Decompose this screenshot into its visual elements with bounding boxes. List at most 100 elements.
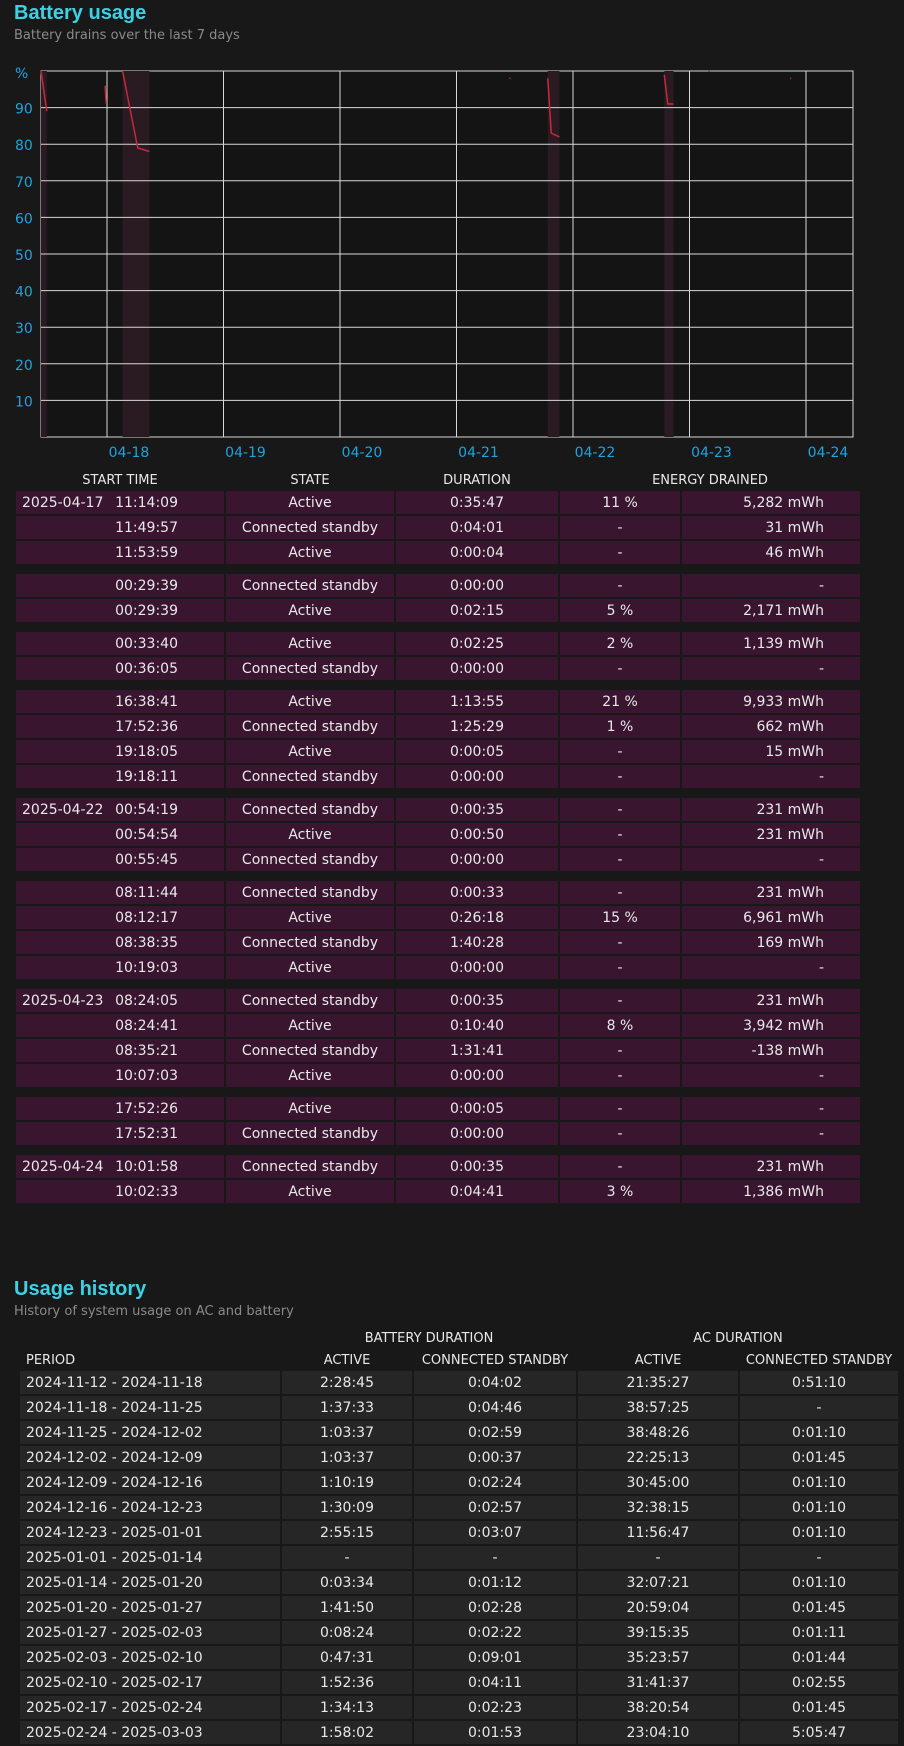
duration-cell: 0:47:31: [282, 1646, 412, 1671]
start-time: 08:35:21: [115, 1042, 178, 1059]
start-date: [16, 603, 108, 619]
start-date: [16, 885, 108, 901]
y-axis-label: %: [15, 66, 28, 82]
duration-cell: 0:01:10: [740, 1471, 898, 1496]
duration-cell: -: [282, 1546, 412, 1571]
duration-cell: 38:48:26: [578, 1421, 738, 1446]
duration-cell: -: [740, 1546, 898, 1571]
duration-cell: 0:02:23: [414, 1696, 576, 1721]
start-time: 00:33:40: [115, 635, 178, 652]
energy-mwh-cell: -: [682, 1097, 861, 1122]
battery-usage-row: 08:12:17 Active 0:26:18 15 % 6,961 mWh: [16, 906, 861, 931]
start-date: [16, 769, 108, 785]
battery-usage-subtitle: Battery drains over the last 7 days: [14, 28, 240, 43]
duration-cell: 20:59:04: [578, 1596, 738, 1621]
energy-percent-cell: -: [560, 740, 680, 765]
energy-percent-cell: 2 %: [560, 632, 680, 657]
energy-mwh-cell: -: [682, 657, 861, 682]
y-tick-label: 80: [15, 138, 33, 154]
usage-history-row: 2025-02-10 - 2025-02-17 1:52:36 0:04:11 31:…: [20, 1671, 898, 1696]
start-time: 11:14:09: [115, 494, 178, 511]
start-time: 00:29:39: [115, 577, 178, 594]
start-date: [16, 719, 108, 735]
start-time: 10:01:58: [115, 1158, 178, 1175]
energy-mwh-cell: 3,942 mWh: [682, 1014, 861, 1039]
duration-cell: 0:02:25: [396, 632, 558, 657]
battery-usage-row: 10:07:03 Active 0:00:00- -: [16, 1064, 861, 1089]
period-cell: 2025-01-27 - 2025-02-03: [20, 1621, 280, 1646]
energy-percent-cell: -: [560, 1039, 680, 1064]
energy-mwh-cell: 31 mWh: [682, 516, 861, 541]
state-cell: Connected standby: [226, 989, 394, 1014]
duration-cell: 0:01:44: [740, 1646, 898, 1671]
start-date: [16, 852, 108, 868]
battery-usage-row: 08:24:41 Active 0:10:40 8 % 3,942 mWh: [16, 1014, 861, 1039]
x-tick-label: 04-23: [691, 445, 732, 461]
energy-mwh-cell: 46 mWh: [682, 541, 861, 566]
start-date: [16, 1101, 108, 1117]
battery-level-line: [547, 78, 560, 138]
period-cell: 2024-11-12 - 2024-11-18: [20, 1371, 280, 1396]
duration-cell: 35:23:57: [578, 1646, 738, 1671]
duration-cell: 0:51:10: [740, 1371, 898, 1396]
start-date: 2025-04-17: [22, 494, 104, 511]
duration-cell: 1:31:41: [396, 1039, 558, 1064]
energy-mwh-cell: -138 mWh: [682, 1039, 861, 1064]
duration-cell: 2:28:45: [282, 1371, 412, 1396]
usage-history-row: 2024-12-09 - 2024-12-16 1:10:19 0:02:24 30:…: [20, 1471, 898, 1496]
battery-usage-row: 2025-04-24 10:01:58 Connected standby 0:00:…: [16, 1155, 861, 1180]
start-date: [16, 1184, 108, 1200]
battery-level-line: [104, 85, 107, 104]
duration-cell: 1:03:37: [282, 1446, 412, 1471]
state-cell: Active: [226, 823, 394, 848]
usage-history-row: 2025-01-14 - 2025-01-20 0:03:34 0:01:12 32:…: [20, 1571, 898, 1596]
state-cell: Active: [226, 1180, 394, 1205]
duration-cell: 0:00:00: [396, 1064, 558, 1089]
start-time: 17:52:26: [115, 1100, 178, 1117]
energy-mwh-cell: 231 mWh: [682, 881, 861, 906]
duration-cell: 31:41:37: [578, 1671, 738, 1696]
start-time: 08:24:05: [115, 992, 178, 1009]
duration-cell: 0:01:45: [740, 1446, 898, 1471]
state-cell: Active: [226, 632, 394, 657]
energy-mwh-cell: 1,139 mWh: [682, 632, 861, 657]
usage-history-column-header: ACTIVE: [323, 1352, 371, 1368]
usage-history-row: 2025-01-20 - 2025-01-27 1:41:50 0:02:28 20:…: [20, 1596, 898, 1621]
start-date: [16, 960, 108, 976]
ac-duration-header: AC DURATION: [693, 1330, 783, 1346]
period-cell: 2025-02-10 - 2025-02-17: [20, 1671, 280, 1696]
state-cell: Connected standby: [226, 657, 394, 682]
duration-cell: 0:00:35: [396, 1155, 558, 1180]
duration-cell: 0:00:00: [396, 574, 558, 599]
energy-mwh-cell: -: [682, 1064, 861, 1089]
usage-history-row: 2025-02-03 - 2025-02-10 0:47:31 0:09:01 35:…: [20, 1646, 898, 1671]
usage-history-row: 2024-12-02 - 2024-12-09 1:03:37 0:00:37 22:…: [20, 1446, 898, 1471]
battery-usage-row: 08:35:21 Connected standby 1:31:41- -138 mW…: [16, 1039, 861, 1064]
duration-cell: 32:38:15: [578, 1496, 738, 1521]
period-cell: 2024-11-18 - 2024-11-25: [20, 1396, 280, 1421]
usage-history-column-header: PERIOD: [26, 1352, 76, 1368]
battery-usage-row: 11:53:59 Active 0:00:04-46 mWh: [16, 541, 861, 566]
period-cell: 2024-12-09 - 2024-12-16: [20, 1471, 280, 1496]
energy-mwh-cell: 231 mWh: [682, 798, 861, 823]
state-cell: Connected standby: [226, 1155, 394, 1180]
energy-percent-cell: 15 %: [560, 906, 680, 931]
energy-percent-cell: -: [560, 1064, 680, 1089]
energy-mwh-cell: 9,933 mWh: [682, 690, 861, 715]
period-cell: 2025-02-24 - 2025-03-03: [20, 1721, 280, 1746]
duration-cell: 0:00:00: [396, 1122, 558, 1147]
state-cell: Connected standby: [226, 931, 394, 956]
usage-history-column-header: ACTIVE: [634, 1352, 682, 1368]
duration-cell: 0:02:57: [414, 1496, 576, 1521]
energy-percent-cell: -: [560, 848, 680, 873]
energy-percent-cell: 8 %: [560, 1014, 680, 1039]
duration-cell: 0:10:40: [396, 1014, 558, 1039]
energy-mwh-cell: 169 mWh: [682, 931, 861, 956]
duration-cell: 0:00:33: [396, 881, 558, 906]
energy-percent-cell: -: [560, 798, 680, 823]
start-date: [16, 661, 108, 677]
duration-cell: 23:04:10: [578, 1721, 738, 1746]
duration-cell: 0:02:24: [414, 1471, 576, 1496]
battery-usage-row: 2025-04-22 00:54:19 Connected standby 0:00:…: [16, 798, 861, 823]
battery-level-line: [663, 74, 674, 105]
